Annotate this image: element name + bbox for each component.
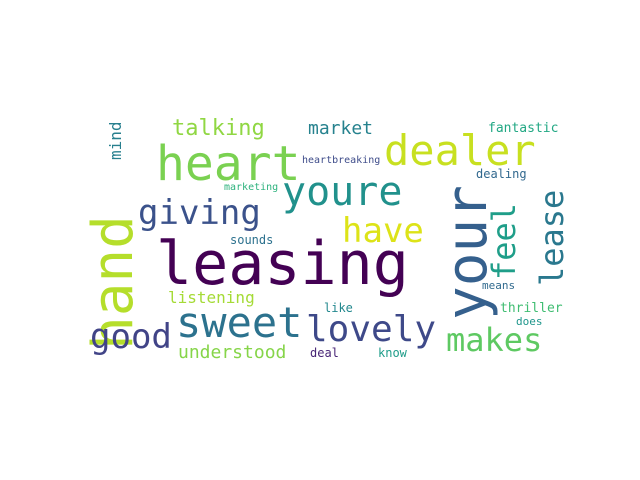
word-lease: lease [533, 189, 571, 286]
word-heart: heart [156, 136, 301, 192]
word-feel: feel [485, 202, 523, 280]
word-means: means [482, 279, 516, 292]
word-makes: makes [446, 321, 543, 359]
word-market: market [308, 118, 374, 139]
word-talking: talking [172, 116, 265, 141]
word-fantastic: fantastic [488, 121, 559, 136]
word-dealer: dealer [384, 126, 536, 175]
word-sweet: sweet [176, 298, 303, 347]
word-have: have [342, 211, 424, 251]
word-thriller: thriller [500, 301, 563, 316]
word-youre: youre [282, 169, 403, 215]
word-lovely: lovely [306, 309, 437, 350]
word-does: does [516, 315, 543, 328]
word-good: good [90, 317, 172, 357]
word-sounds: sounds [230, 233, 274, 247]
word-marketing: marketing [224, 182, 279, 193]
word-like: like [324, 301, 353, 315]
word-deal: deal [310, 346, 339, 360]
word-understood: understood [178, 342, 287, 363]
word-know: know [378, 346, 407, 360]
word-giving: giving [138, 193, 261, 233]
word-dealing: dealing [476, 167, 527, 181]
word-listening: listening [168, 288, 255, 307]
word-mind: mind [106, 121, 125, 160]
word-leasing: leasing [156, 229, 409, 299]
word-heartbreaking: heartbreaking [302, 155, 381, 166]
